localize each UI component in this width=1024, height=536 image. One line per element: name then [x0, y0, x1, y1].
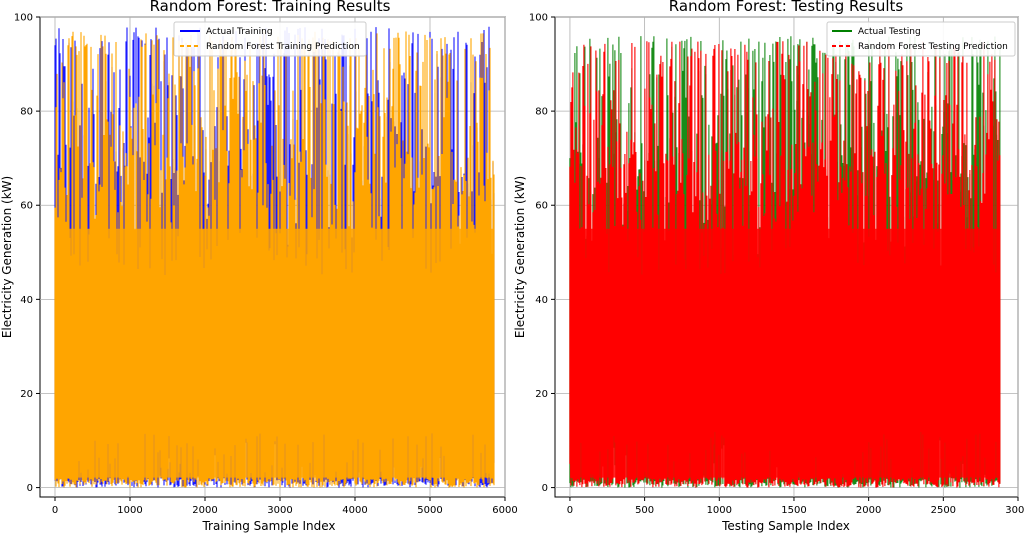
- training-x-axis-label: Training Sample Index: [201, 519, 335, 533]
- x-tick-label: 3000: [1005, 505, 1024, 516]
- testing-y-axis-label: Electricity Generation (kW): [513, 176, 527, 338]
- y-tick-label: 100: [529, 13, 548, 24]
- y-tick-label: 80: [535, 107, 548, 118]
- testing-chart: Random Forest: Testing Results 0 500 1000 1…: [513, 0, 1024, 533]
- testing-x-axis-label: Testing Sample Index: [721, 519, 850, 533]
- y-tick-label: 60: [20, 201, 33, 212]
- y-tick-label: 60: [535, 201, 548, 212]
- x-tick-label: 1500: [781, 505, 806, 516]
- training-chart: Random Forest: Training Results 0 1000 200…: [0, 0, 518, 533]
- testing-series: [569, 36, 1001, 488]
- testing-legend: Actual Testing Random Forest Testing Pre…: [826, 21, 1016, 57]
- training-legend: Actual Training Random Forest Training P…: [173, 21, 367, 57]
- y-tick-label: 40: [535, 295, 548, 306]
- x-tick-label: 5000: [417, 505, 442, 516]
- x-tick-label: 1000: [707, 505, 732, 516]
- x-tick-label: 3000: [267, 505, 292, 516]
- series-dense-core: [569, 228, 1001, 478]
- legend-label-actual-testing: Actual Testing: [858, 27, 921, 37]
- legend-label-actual-training: Actual Training: [206, 27, 273, 37]
- testing-ticks: 0 500 1000 1500 2000 2500 3000 0 20 40 60 80 100: [529, 13, 1024, 517]
- x-tick-label: 2000: [856, 505, 881, 516]
- training-y-axis-label: Electricity Generation (kW): [0, 176, 14, 338]
- x-tick-label: 500: [635, 505, 654, 516]
- y-tick-label: 40: [20, 295, 33, 306]
- training-ticks: 0 1000 2000 3000 4000 5000 6000 0 20 40 60 80 100: [14, 13, 518, 517]
- x-tick-label: 2000: [192, 505, 217, 516]
- y-tick-label: 20: [20, 389, 33, 400]
- x-tick-label: 1000: [117, 505, 142, 516]
- series-dense-core: [55, 228, 494, 478]
- legend-label-rf-testing-prediction: Random Forest Testing Prediction: [858, 42, 1008, 52]
- testing-legend-box: [826, 21, 1016, 57]
- testing-chart-title: Random Forest: Testing Results: [669, 0, 904, 15]
- training-chart-title: Random Forest: Training Results: [150, 0, 391, 15]
- x-tick-label: 0: [567, 505, 573, 516]
- x-tick-label: 6000: [492, 505, 517, 516]
- training-legend-box: [173, 21, 367, 57]
- legend-label-rf-training-prediction: Random Forest Training Prediction: [206, 42, 360, 52]
- y-tick-label: 80: [20, 107, 33, 118]
- y-tick-label: 20: [535, 389, 548, 400]
- y-tick-label: 100: [14, 13, 33, 24]
- x-tick-label: 2500: [931, 505, 956, 516]
- y-tick-label: 0: [542, 483, 548, 494]
- x-tick-label: 0: [52, 505, 58, 516]
- y-tick-label: 0: [27, 483, 33, 494]
- training-series: [54, 26, 495, 488]
- x-tick-label: 4000: [342, 505, 367, 516]
